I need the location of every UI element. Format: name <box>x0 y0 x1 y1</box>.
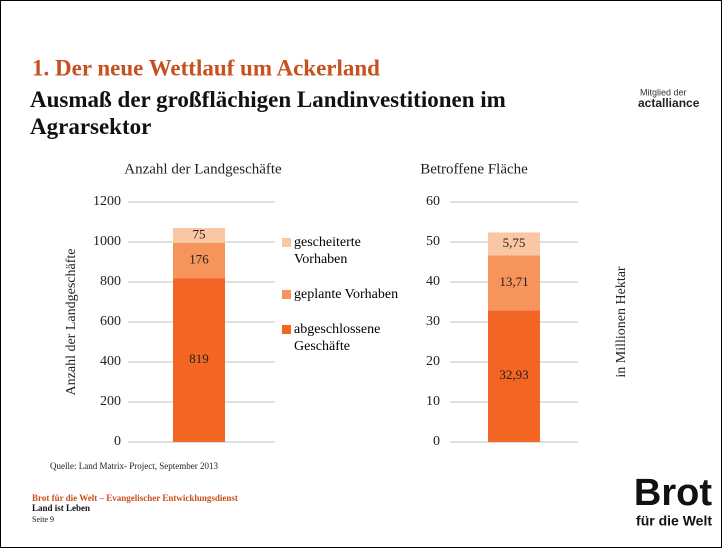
y-tick-label: 400 <box>100 354 121 369</box>
y-tick-label: 30 <box>426 314 440 329</box>
y-tick-label: 0 <box>433 434 440 449</box>
heading: 1. Der neue Wettlauf um Ackerland <box>32 55 380 80</box>
data-label: 13,71 <box>499 274 528 289</box>
bar-segment <box>488 310 540 442</box>
data-label: 5,75 <box>503 235 526 250</box>
legend-item: gescheiterte Vorhaben <box>282 234 402 268</box>
bar-segment <box>173 228 225 243</box>
y-tick-label: 60 <box>426 194 440 209</box>
y-tick-label: 1200 <box>93 194 121 209</box>
legend-swatch <box>282 325 291 334</box>
y-tick-label: 10 <box>426 394 440 409</box>
data-label: 819 <box>189 351 209 366</box>
chart-title: Anzahl der Landgeschäfte <box>124 161 282 177</box>
y-tick-label: 50 <box>426 234 440 249</box>
legend-swatch <box>282 238 291 247</box>
source: Quelle: Land Matrix- Project, September … <box>50 461 218 471</box>
legend-label: gescheiterte Vorhaben <box>294 235 361 267</box>
data-label: 32,93 <box>499 367 528 382</box>
title-box: Ausmaß der großflächigen Landinvestition… <box>30 87 506 139</box>
y-tick-label: 40 <box>426 274 440 289</box>
logo-top: Brot <box>634 472 712 514</box>
bar-segment <box>488 255 540 311</box>
data-label: 176 <box>189 252 209 267</box>
y-axis-label: Anzahl der Landgeschäfte <box>64 249 79 396</box>
legend-label: geplante Vorhaben <box>294 287 399 302</box>
y-tick-label: 20 <box>426 354 440 369</box>
bar-segment <box>173 243 225 279</box>
y-tick-label: 0 <box>114 434 121 449</box>
footer-motto: Land ist Leben <box>32 503 90 513</box>
y-axis-label: in Millionen Hektar <box>614 266 629 378</box>
footer-org: Brot für die Welt – Evangelischer Entwic… <box>32 493 238 503</box>
logo-bottom: für die Welt <box>636 513 712 529</box>
data-label: 75 <box>193 226 206 241</box>
y-tick-label: 200 <box>100 394 121 409</box>
chart-title: Betroffene Fläche <box>420 161 528 177</box>
legend: gescheiterte Vorhaben geplante Vorhaben ab… <box>282 234 402 373</box>
legend-item: geplante Vorhaben <box>282 286 402 303</box>
bar-segment <box>488 232 540 256</box>
badge-name: actalliance <box>638 96 700 110</box>
legend-item: abgeschlossene Geschäfte <box>282 321 402 355</box>
legend-swatch <box>282 290 291 299</box>
page-number: Seite 9 <box>32 515 54 524</box>
y-tick-label: 800 <box>100 274 121 289</box>
title: Ausmaß der großflächigen Landinvestition… <box>30 87 506 139</box>
bar-segment <box>173 278 225 442</box>
badge-top: Mitglied der <box>640 87 687 97</box>
legend-label: abgeschlossene Geschäfte <box>294 322 381 354</box>
y-tick-label: 600 <box>100 314 121 329</box>
y-tick-label: 1000 <box>93 234 121 249</box>
